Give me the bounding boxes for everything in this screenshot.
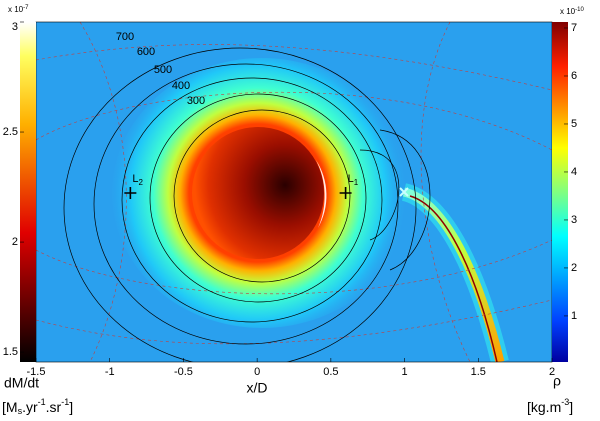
contours	[63, 47, 431, 362]
left-cbar-tick-label: 3	[12, 21, 18, 33]
right-cbar-tick-label: 4	[571, 166, 577, 178]
x-tick-label: 2	[549, 366, 555, 378]
right-cbar-tick-label: 2	[571, 262, 577, 274]
limb	[316, 160, 327, 228]
contour-label: 300	[187, 95, 205, 107]
left-exponent: x 10-7	[8, 5, 29, 15]
marker-x	[399, 187, 409, 197]
contour-label: 600	[137, 46, 155, 58]
contour-label: 400	[172, 80, 190, 92]
x-label: x/D	[247, 380, 268, 396]
right-colorbar-label: ρ	[553, 373, 561, 389]
map	[36, 22, 552, 362]
x-tick-label: 0	[254, 366, 260, 378]
point-label: L2	[132, 173, 143, 187]
point-label-sub: 2	[138, 178, 143, 187]
point-label: L1	[348, 173, 359, 187]
right-unit: [kg.m-3]	[527, 397, 573, 414]
right-cbar-tick-label: 3	[571, 214, 577, 226]
left-unit: [Ms.yr-1.sr-1]	[2, 397, 73, 416]
point-label-main: L	[348, 173, 354, 185]
right-cbar-tick-label: 6	[571, 70, 577, 82]
left-colorbar	[20, 22, 36, 362]
left-cbar-tick-label: 2.5	[3, 126, 18, 138]
right-colorbar	[552, 22, 568, 362]
left-cbar-tick-label: 1.5	[3, 346, 18, 358]
contour-label: 500	[154, 64, 172, 76]
x-tick-label: -0.5	[174, 366, 193, 378]
x-tick-label: 0.5	[323, 366, 338, 378]
left-cbar-tick-label: 2	[12, 236, 18, 248]
right-cbar-tick-label: 7	[571, 22, 577, 34]
streamlines	[36, 22, 552, 362]
x-tick-label: 1	[402, 366, 408, 378]
right-exponent: x 10-10	[560, 7, 584, 17]
x-tick-label: -1.5	[27, 366, 46, 378]
point-label-sub: 1	[354, 178, 359, 187]
contour-label: 700	[116, 31, 134, 43]
x-tick-label: 1.5	[471, 366, 486, 378]
right-cbar-tick-label: 1	[571, 310, 577, 322]
star	[192, 127, 324, 259]
point-label-main: L	[132, 173, 138, 185]
lagrange-point	[339, 187, 352, 199]
left-colorbar-label: dM/dt	[4, 375, 39, 391]
stream-core	[409, 195, 498, 362]
x-tick-label: -1	[105, 366, 115, 378]
right-cbar-tick-label: 5	[571, 118, 577, 130]
lagrange-point	[124, 187, 137, 199]
